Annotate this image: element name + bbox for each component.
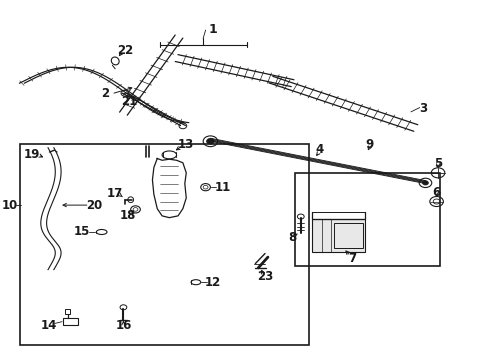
Text: 19: 19	[23, 148, 40, 161]
Text: 21: 21	[122, 95, 138, 108]
Bar	[311, 220, 365, 252]
Text: 10: 10	[2, 199, 18, 212]
Text: 20: 20	[86, 199, 102, 212]
Text: 2: 2	[102, 87, 109, 100]
Bar	[20, 144, 309, 345]
Text: 23: 23	[256, 270, 273, 283]
Bar	[294, 173, 439, 266]
Text: 16: 16	[115, 319, 131, 332]
Circle shape	[206, 138, 214, 144]
Text: 11: 11	[214, 181, 230, 194]
Circle shape	[422, 181, 427, 185]
Text: 3: 3	[418, 102, 426, 115]
Text: 15: 15	[73, 225, 89, 238]
Text: 13: 13	[178, 138, 194, 150]
Text: 14: 14	[40, 319, 57, 332]
Text: 9: 9	[365, 138, 373, 150]
Text: 17: 17	[107, 187, 123, 200]
Text: 12: 12	[204, 276, 221, 289]
Bar	[333, 223, 362, 248]
Bar	[65, 309, 70, 315]
Text: 4: 4	[314, 143, 323, 156]
Text: 5: 5	[433, 157, 441, 170]
Text: 1: 1	[208, 23, 217, 36]
Bar	[63, 318, 78, 325]
Text: 22: 22	[117, 44, 133, 57]
Text: 18: 18	[120, 210, 136, 222]
Text: 7: 7	[347, 252, 355, 265]
Text: 6: 6	[431, 186, 440, 199]
Text: 8: 8	[288, 231, 296, 244]
